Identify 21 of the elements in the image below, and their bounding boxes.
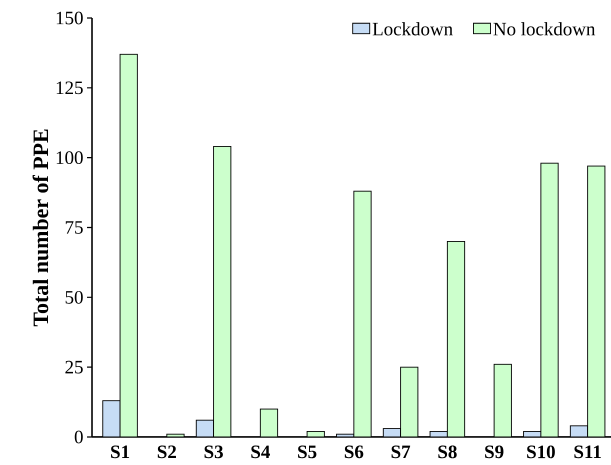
legend-label: No lockdown xyxy=(493,22,596,36)
y-tick-label: 25 xyxy=(65,360,83,374)
x-tick-label: S8 xyxy=(438,445,457,458)
x-tick-label: S5 xyxy=(298,445,316,458)
x-tick-label: S4 xyxy=(251,445,270,458)
x-tick-label: S9 xyxy=(485,445,504,458)
x-tick-label: S11 xyxy=(574,445,601,458)
x-tick-label: S1 xyxy=(111,445,130,458)
x-tick-label: S2 xyxy=(158,445,176,458)
y-tick-label: 100 xyxy=(56,151,83,164)
y-tick-label: 125 xyxy=(56,81,83,94)
y-tick-label: 0 xyxy=(74,430,83,444)
x-tick-label: S7 xyxy=(392,445,410,458)
y-tick-label: 150 xyxy=(56,12,83,24)
y-tick-label: 75 xyxy=(66,221,83,234)
x-tick-label: S6 xyxy=(344,445,364,458)
legend-label: Lockdown xyxy=(372,22,453,36)
y-tick-label: 50 xyxy=(66,290,83,304)
x-tick-label: S10 xyxy=(527,445,555,458)
x-tick-label: S3 xyxy=(204,445,223,458)
y-axis-title: Total number of PPE xyxy=(32,129,48,326)
